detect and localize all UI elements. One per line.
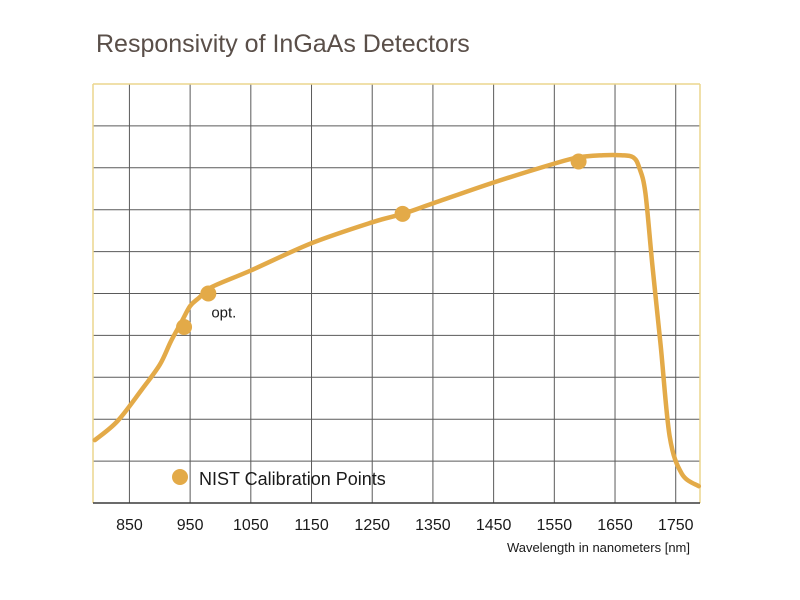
legend: NIST Calibration Points [172, 469, 386, 489]
calibration-point-1 [176, 319, 193, 336]
curve-layer [92, 152, 702, 489]
x-tick-label-1350: 1350 [415, 517, 451, 534]
x-tick-label-1650: 1650 [597, 517, 633, 534]
x-tick-label-850: 850 [116, 517, 143, 534]
calibration-point-4 [570, 153, 587, 170]
calibration-points [176, 153, 587, 336]
x-axis-label: Wavelength in nanometers [nm] [507, 540, 690, 555]
responsivity-curve [92, 152, 702, 489]
annotation-opt: opt. [211, 305, 236, 322]
calibration-point-2 [200, 285, 217, 302]
x-tick-label-1150: 1150 [294, 517, 329, 534]
x-tick-labels: 850 950 1050 1150 1250 1350 1450 1550 1650 1750 [116, 517, 694, 534]
x-tick-label-1250: 1250 [354, 517, 390, 534]
x-tick-label-1750: 1750 [658, 517, 694, 534]
x-tick-label-1050: 1050 [233, 517, 269, 534]
legend-label: NIST Calibration Points [199, 469, 386, 489]
plot-frame [92, 83, 701, 504]
chart-title: Responsivity of InGaAs Detectors [96, 30, 470, 58]
x-tick-label-1450: 1450 [476, 517, 512, 534]
x-tick-label-1550: 1550 [537, 517, 573, 534]
legend-marker [172, 469, 188, 485]
grid-layer [93, 84, 700, 503]
calibration-point-3 [394, 205, 411, 222]
x-tick-label-950: 950 [177, 517, 204, 534]
